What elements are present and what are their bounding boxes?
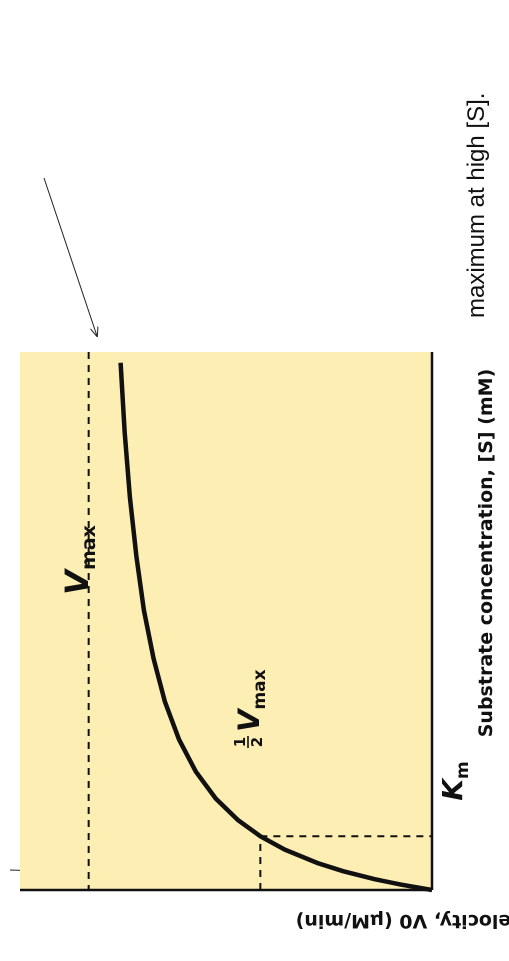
vmax-label: Vmax <box>58 525 100 595</box>
half-vmax-subscript: max <box>250 669 270 709</box>
annotation-text: maximum at high [S]. <box>463 93 490 318</box>
y-axis-title: Initial velocity, V0 (μM/min) <box>296 910 509 932</box>
half-fraction-denominator: 2 <box>248 737 266 747</box>
km-label: Km <box>436 761 473 800</box>
half-fraction-numerator: 1 <box>231 737 249 747</box>
km-label-subscript: m <box>453 761 473 779</box>
vmax-label-subscript: max <box>78 525 100 570</box>
series-line-velocity <box>118 362 433 893</box>
vmax-label-symbol: V <box>58 568 96 595</box>
km-label-symbol: K <box>436 777 469 801</box>
half-vmax-label: 1 2 Vmax <box>231 669 270 748</box>
annotation-arrow-top <box>43 177 97 336</box>
half-vmax-symbol: V <box>232 707 266 732</box>
half-vmax-text: Vmax <box>232 669 270 732</box>
x-axis-title: Substrate concentration, [S] (mM) <box>475 369 497 738</box>
